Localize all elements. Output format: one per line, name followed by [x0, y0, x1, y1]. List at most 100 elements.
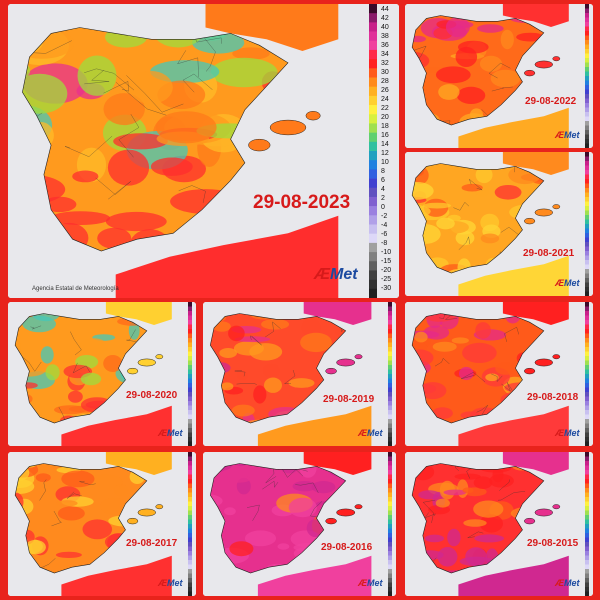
scale-swatch	[388, 356, 392, 361]
scale-swatch	[585, 291, 589, 296]
scale-swatch	[388, 360, 392, 366]
scale-tick-label: 40	[381, 24, 389, 31]
balearic-island	[524, 517, 536, 525]
scale-swatch	[188, 492, 192, 498]
temperature-patch	[229, 541, 254, 557]
province-border	[491, 373, 503, 383]
france-landmass	[502, 302, 569, 325]
scale-tick-label: -10	[381, 249, 392, 256]
scale-swatch	[585, 273, 589, 279]
temperature-patch	[103, 93, 145, 126]
scale-swatch	[585, 582, 589, 588]
scale-swatch	[388, 479, 392, 484]
scale-swatch	[585, 246, 589, 252]
scale-swatch	[585, 201, 589, 207]
scale-swatch	[585, 479, 589, 484]
scale-swatch	[188, 360, 192, 366]
province-border	[453, 201, 470, 211]
scale-swatch	[388, 387, 392, 393]
scale-swatch	[585, 542, 589, 547]
scale-swatch	[585, 365, 589, 370]
province-border	[466, 463, 482, 479]
scale-swatch	[388, 582, 392, 588]
scale-swatch	[388, 519, 392, 525]
province-border	[250, 335, 262, 346]
scale-swatch	[388, 320, 392, 325]
map-panel-2023: 44 42 40 38 36 34 32 30 28 26 24 22 20 18 16 14 12 10 8 6 4 2…	[8, 4, 399, 298]
scale-swatch	[369, 105, 377, 115]
scale-tick-label: -6	[381, 231, 388, 238]
scale-swatch	[388, 405, 392, 411]
scale-swatch	[585, 40, 589, 45]
africa-landmass	[61, 555, 172, 596]
map-panel-2017: 29-08-2017 ÆMet	[8, 452, 196, 596]
scale-swatch	[188, 470, 192, 475]
temperature-patch	[474, 534, 505, 543]
scale-swatch	[585, 414, 589, 420]
temperature-patch	[150, 157, 193, 176]
province-border	[64, 135, 113, 157]
scale-swatch	[585, 215, 589, 220]
balearic-island	[336, 358, 356, 367]
temperature-patch	[435, 66, 471, 84]
temperature-patch	[462, 487, 474, 494]
map-panel-2020: 29-08-2020 ÆMet	[8, 302, 196, 446]
aemet-logo: ÆMet	[555, 428, 580, 438]
balearic-island	[534, 208, 553, 217]
scale-swatch	[388, 474, 392, 480]
scale-swatch	[585, 121, 589, 126]
scale-swatch	[585, 264, 589, 270]
scale-swatch	[369, 252, 377, 262]
scale-swatch	[585, 255, 589, 261]
temperature-patch	[438, 84, 460, 100]
province-border	[70, 331, 82, 356]
province-border	[246, 504, 260, 521]
scale-swatch	[585, 311, 589, 316]
temperature-patch	[458, 40, 489, 54]
province-border	[66, 491, 82, 499]
france-landmass	[303, 302, 372, 325]
temperature-patch	[45, 364, 60, 381]
scale-swatch	[585, 351, 589, 357]
temperature-patch	[288, 378, 315, 388]
scale-swatch	[585, 17, 589, 23]
scale-swatch	[188, 560, 192, 565]
balearic-island	[552, 204, 561, 210]
scale-swatch	[388, 338, 392, 343]
coastline	[411, 15, 545, 126]
scale-swatch	[388, 315, 392, 321]
africa-landmass	[61, 405, 172, 446]
temperature-patch	[113, 484, 129, 497]
balearic-island	[137, 358, 156, 367]
map-panel-2015: 29-08-2015 ÆMet	[405, 452, 593, 596]
temperature-patch	[219, 348, 237, 358]
scale-swatch	[388, 492, 392, 498]
province-border	[282, 468, 308, 478]
scale-swatch	[585, 188, 589, 193]
scale-swatch	[388, 506, 392, 511]
scale-swatch	[388, 560, 392, 565]
scale-swatch	[585, 224, 589, 229]
scale-swatch	[585, 58, 589, 63]
coastline	[411, 163, 545, 274]
scale-swatch	[585, 112, 589, 117]
scale-swatch	[188, 488, 192, 493]
temperature-patch	[447, 528, 461, 547]
scale-swatch	[585, 49, 589, 54]
temperature-map	[405, 152, 593, 296]
scale-swatch	[585, 179, 589, 184]
scale-swatch	[388, 587, 392, 592]
scale-swatch	[388, 342, 392, 348]
scale-swatch	[369, 279, 377, 290]
balearic-island	[248, 138, 271, 152]
province-border	[30, 325, 42, 330]
africa-landmass	[257, 555, 372, 596]
province-border	[497, 491, 526, 501]
province-border	[467, 531, 484, 539]
temperature-map	[405, 4, 593, 148]
temperature-patch	[480, 233, 500, 244]
temperature-patch	[306, 519, 324, 537]
africa-landmass	[458, 255, 569, 296]
map-date-label: 29-08-2019	[323, 394, 375, 405]
temperature-patch	[445, 17, 470, 38]
